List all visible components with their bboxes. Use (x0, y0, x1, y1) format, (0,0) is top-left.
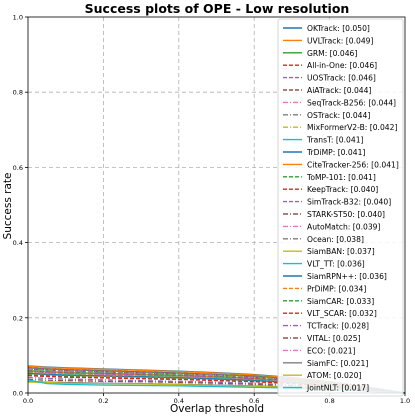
series-line (27, 368, 406, 394)
legend-entry: SeqTrack-B256: [0.044] (307, 98, 396, 107)
legend-entry: CiteTracker-256: [0.041] (307, 160, 399, 169)
x-tick-label: 0.6 (249, 397, 259, 405)
legend-entry: PrDiMP: [0.034] (307, 284, 366, 293)
legend-entry: ToMP-101: [0.041] (306, 173, 376, 182)
legend-entry: AiATrack: [0.044] (307, 86, 371, 95)
y-tick-label: 0.8 (13, 89, 23, 97)
chart-title: Success plots of OPE - Low resolution (85, 1, 350, 16)
y-tick-label: 1.0 (13, 14, 23, 22)
y-tick-label: 0.2 (13, 314, 23, 322)
legend-entry: Ocean: [0.038] (307, 235, 364, 244)
plot-frame (27, 16, 406, 394)
y-axis-label: Success rate (2, 173, 14, 240)
series-line (27, 376, 406, 394)
legend-entry: VLT_SCAR: [0.032] (307, 309, 377, 318)
legend: OKTrack: [0.050] UVLTrack: [0.049] GRM: [0… (277, 18, 404, 397)
legend-entry: TCTrack: [0.028] (306, 322, 369, 331)
legend-entry: SimTrack-B32: [0.040] (307, 198, 391, 207)
x-tick-label: 0.0 (23, 397, 33, 405)
legend-entry: KeepTrack: [0.040] (307, 185, 378, 194)
legend-entry: OKTrack: [0.050] (307, 24, 370, 33)
legend-entry: SiamBAN: [0.037] (307, 247, 375, 256)
legend-entry: TransT: [0.041] (306, 136, 364, 145)
y-tick-label: 0.0 (13, 390, 23, 398)
x-tick-label: 0.8 (324, 397, 334, 405)
legend-entry: All-in-One: [0.046] (307, 61, 377, 70)
legend-entry: UVLTrack: [0.049] (307, 36, 373, 45)
legend-entry: TrDiMP: [0.041] (306, 148, 365, 157)
legend-entry: ECO: [0.021] (307, 346, 356, 355)
legend-entry: JointNLT: [0.017] (306, 384, 369, 393)
legend-entry: SiamCAR: [0.033] (307, 297, 374, 306)
legend-entry: UOSTrack: [0.046] (307, 74, 376, 83)
x-axis-label: Overlap threshold (170, 403, 264, 415)
legend-entry: OSTrack: [0.044] (307, 111, 370, 120)
legend-entry: VITAL: [0.025] (307, 334, 361, 343)
legend-entry: GRM: [0.046] (307, 49, 357, 58)
series-line (27, 378, 406, 394)
legend-entry: MixFormerV2-B: [0.042] (307, 123, 397, 132)
legend-entry: ATOM: [0.020] (307, 371, 361, 380)
legend-box (277, 18, 404, 397)
x-tick-label: 0.4 (174, 397, 184, 405)
x-tick-label: 1.0 (400, 397, 410, 405)
y-tick-label: 0.4 (13, 239, 23, 247)
legend-entry: VLT_TT: [0.036] (307, 260, 365, 269)
y-tick-label: 0.6 (13, 164, 23, 172)
legend-entry: SiamFC: [0.021] (307, 359, 368, 368)
legend-entry: AutoMatch: [0.039] (307, 222, 380, 231)
x-tick-label: 0.2 (98, 397, 108, 405)
axis-ticks: 0.0 0.2 0.4 0.6 0.8 1.0 0.0 0.2 0.4 0.6 0.8 1.0 (13, 14, 411, 406)
legend-entry: SiamRPN++: [0.036] (307, 272, 387, 281)
legend-entry: STARK-ST50: [0.040] (307, 210, 385, 219)
